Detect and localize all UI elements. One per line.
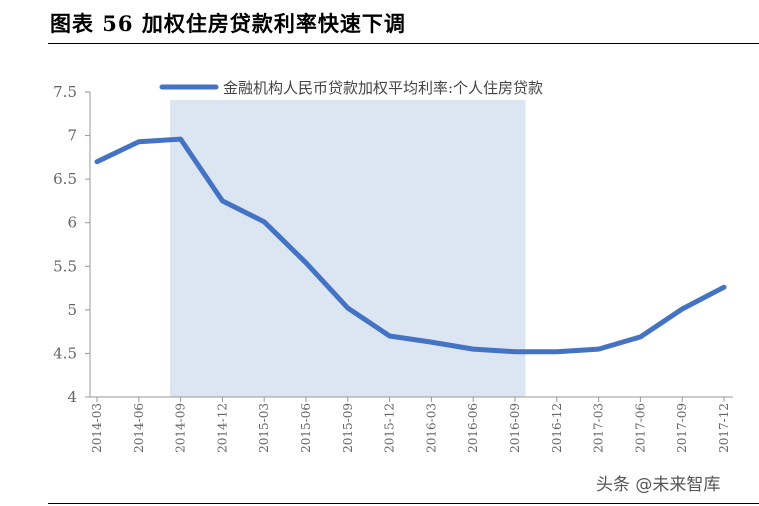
top-rule (48, 43, 759, 44)
y-tick-label: 7.5 (53, 83, 77, 101)
x-tick-label: 2017-09 (675, 403, 689, 453)
x-tick-label: 2015-06 (299, 403, 313, 453)
y-tick-label: 7 (67, 127, 77, 145)
x-tick-label: 2017-12 (717, 403, 731, 453)
bottom-rule (48, 503, 759, 504)
x-tick-label: 2014-03 (90, 403, 104, 453)
x-tick-label: 2014-09 (174, 403, 188, 453)
x-tick-label: 2014-06 (132, 403, 146, 453)
legend-label: 金融机构人民币贷款加权平均利率:个人住房贷款 (223, 79, 543, 97)
y-tick-label: 6.5 (53, 170, 77, 188)
x-tick-label: 2016-03 (424, 403, 438, 453)
x-tick-label: 2016-06 (466, 403, 480, 453)
shaded-period (170, 100, 526, 397)
figure-title: 图表 56 加权住房贷款利率快速下调 (50, 11, 406, 36)
series-layer (94, 136, 727, 355)
x-tick-label: 2014-12 (215, 403, 229, 453)
x-tick-label: 2015-09 (341, 403, 355, 453)
legend: 金融机构人民币贷款加权平均利率:个人住房贷款 (159, 79, 543, 97)
series-line (94, 136, 727, 355)
x-tick-label: 2017-06 (633, 403, 647, 453)
y-tick-label: 4.5 (53, 344, 77, 362)
y-tick-label: 4 (67, 388, 77, 406)
x-tick-label: 2016-12 (550, 403, 564, 453)
watermark: 头条 @未来智库 (596, 475, 721, 495)
axes (89, 92, 733, 398)
x-tick-label: 2015-03 (257, 403, 271, 453)
y-tick-label: 5.5 (53, 257, 77, 275)
y-tick-label: 6 (67, 214, 77, 232)
x-tick-label: 2017-03 (592, 403, 606, 453)
x-tick-label: 2016-09 (508, 403, 522, 453)
y-tick-label: 5 (67, 301, 77, 319)
x-tick-label: 2015-12 (383, 403, 397, 453)
x-axis-ticks: 2014-03 2014-06 2014-09 2014-12 2015-03 2015-… (90, 397, 731, 453)
shaded-period-layer (170, 100, 526, 397)
y-axis-ticks: 7.5 7 6.5 6 5.5 5 4.5 4 (53, 83, 90, 406)
